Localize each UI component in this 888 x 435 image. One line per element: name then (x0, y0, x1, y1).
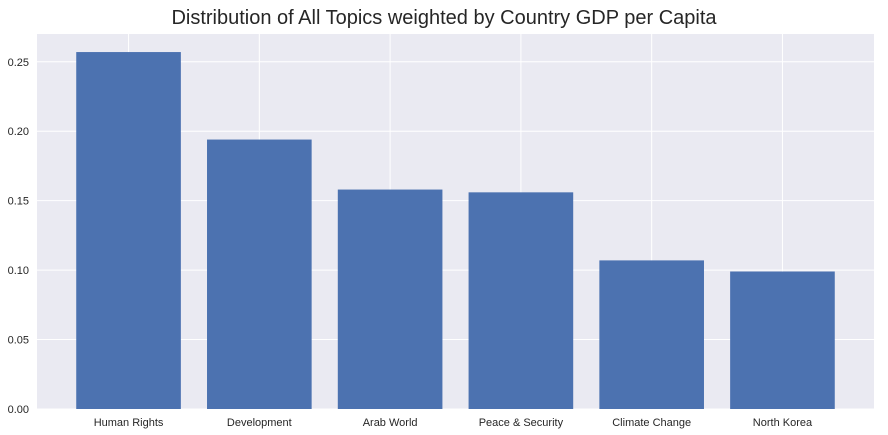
bar-north-korea (730, 271, 835, 409)
x-tick-label: Development (227, 417, 292, 429)
bar-arab-world (337, 189, 443, 409)
x-tick-label: Peace & Security (479, 417, 564, 429)
bar-climate-change (599, 260, 704, 409)
bar-development (207, 139, 312, 410)
y-tick-label: 0.00 (8, 404, 29, 416)
bars (76, 52, 835, 410)
x-tick-label: Climate Change (612, 417, 691, 429)
bar-peace-security (468, 192, 574, 409)
y-tick-label: 0.20 (8, 126, 29, 138)
y-axis-tick-labels: 0.00 0.05 0.10 0.15 0.20 0.25 (8, 57, 29, 416)
y-tick-label: 0.10 (8, 265, 29, 277)
bar-human-rights (76, 52, 181, 410)
y-tick-label: 0.25 (8, 57, 29, 69)
chart-title: Distribution of All Topics weighted by C… (171, 7, 717, 29)
x-axis-tick-labels: Human Rights Development Arab World Peace &… (94, 417, 813, 429)
x-tick-label: Arab World (363, 417, 418, 429)
y-tick-label: 0.15 (8, 196, 29, 208)
x-tick-label: North Korea (753, 417, 813, 429)
y-tick-label: 0.05 (8, 335, 29, 347)
x-tick-label: Human Rights (94, 417, 164, 429)
